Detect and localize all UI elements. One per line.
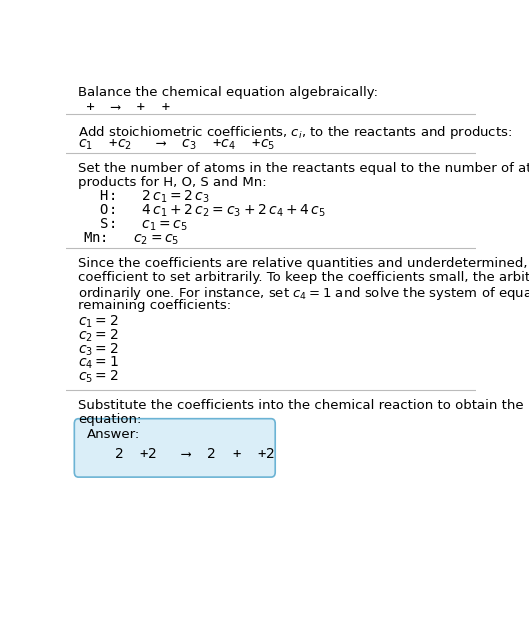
Text: $c_5 = 2$: $c_5 = 2$ <box>78 369 119 385</box>
Text: $c_2 = 2$: $c_2 = 2$ <box>78 327 119 344</box>
Text: Substitute the coefficients into the chemical reaction to obtain the balanced: Substitute the coefficients into the che… <box>78 399 529 412</box>
Text: $c_1 = 2$: $c_1 = 2$ <box>78 313 119 330</box>
FancyBboxPatch shape <box>74 419 275 477</box>
Text: $c_1$  +$c_2$   ⟶  $c_3$  +$c_4$  +$c_5$: $c_1$ +$c_2$ ⟶ $c_3$ +$c_4$ +$c_5$ <box>78 138 276 152</box>
Text: $c_4 = 1$: $c_4 = 1$ <box>78 355 119 372</box>
Text: $2$  +$2$   ⟶  $2$  +  +$2$: $2$ +$2$ ⟶ $2$ + +$2$ <box>89 447 275 461</box>
Text: H:   $2\,c_1 = 2\,c_3$: H: $2\,c_1 = 2\,c_3$ <box>83 188 209 205</box>
Text: products for H, O, S and Mn:: products for H, O, S and Mn: <box>78 176 267 189</box>
Text: remaining coefficients:: remaining coefficients: <box>78 299 232 312</box>
Text: $c_3 = 2$: $c_3 = 2$ <box>78 341 119 358</box>
Text: Mn:   $c_2 = c_5$: Mn: $c_2 = c_5$ <box>83 230 179 247</box>
Text: Set the number of atoms in the reactants equal to the number of atoms in the: Set the number of atoms in the reactants… <box>78 162 529 176</box>
Text: Since the coefficients are relative quantities and underdetermined, choose a: Since the coefficients are relative quan… <box>78 257 529 270</box>
Text: equation:: equation: <box>78 413 142 426</box>
Text: Answer:: Answer: <box>87 428 140 440</box>
Text: Balance the chemical equation algebraically:: Balance the chemical equation algebraica… <box>78 86 378 99</box>
Text: ordinarily one. For instance, set $c_4 = 1$ and solve the system of equations fo: ordinarily one. For instance, set $c_4 =… <box>78 285 529 302</box>
Text: S:   $c_1 = c_5$: S: $c_1 = c_5$ <box>83 217 187 233</box>
Text: coefficient to set arbitrarily. To keep the coefficients small, the arbitrary va: coefficient to set arbitrarily. To keep … <box>78 271 529 284</box>
Text: +  ⟶  +  +: + ⟶ + + <box>78 100 179 114</box>
Text: O:   $4\,c_1 + 2\,c_2 = c_3 + 2\,c_4 + 4\,c_5$: O: $4\,c_1 + 2\,c_2 = c_3 + 2\,c_4 + 4\,… <box>83 203 325 219</box>
Text: Add stoichiometric coefficients, $c_i$, to the reactants and products:: Add stoichiometric coefficients, $c_i$, … <box>78 123 513 141</box>
